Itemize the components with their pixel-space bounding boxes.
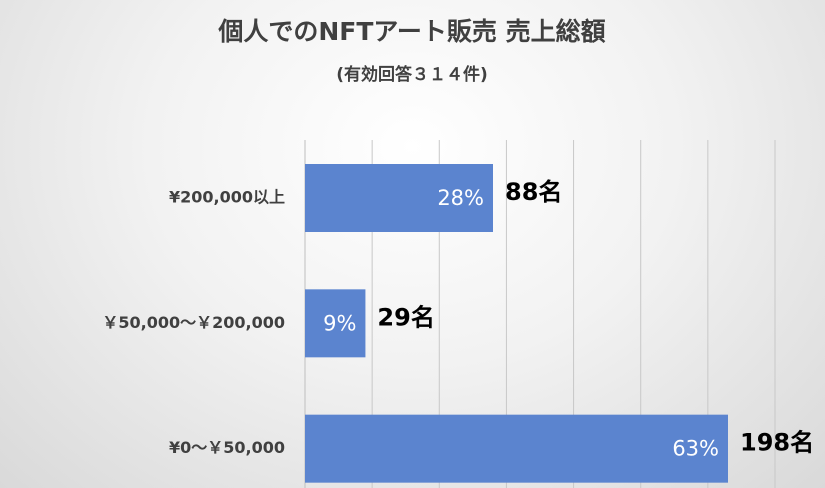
y-tick-label: ¥200,000以上 <box>169 188 285 207</box>
count-label: 198名 <box>740 429 814 457</box>
y-tick-label: ￥50,000～￥200,000 <box>102 313 285 332</box>
count-label: 88名 <box>505 178 562 206</box>
value-label: 63% <box>672 437 719 461</box>
chart-title: 個人でのNFTアート販売 売上総額 <box>217 17 605 46</box>
bar <box>305 164 493 232</box>
chart-subtitle: (有効回答３１４件) <box>336 64 488 85</box>
value-label: 9% <box>323 311 356 335</box>
count-label: 29名 <box>377 303 434 331</box>
bar <box>305 414 728 483</box>
y-tick-label: ¥0～￥50,000 <box>169 438 285 457</box>
bar <box>305 289 366 358</box>
value-label: 28% <box>437 186 484 210</box>
